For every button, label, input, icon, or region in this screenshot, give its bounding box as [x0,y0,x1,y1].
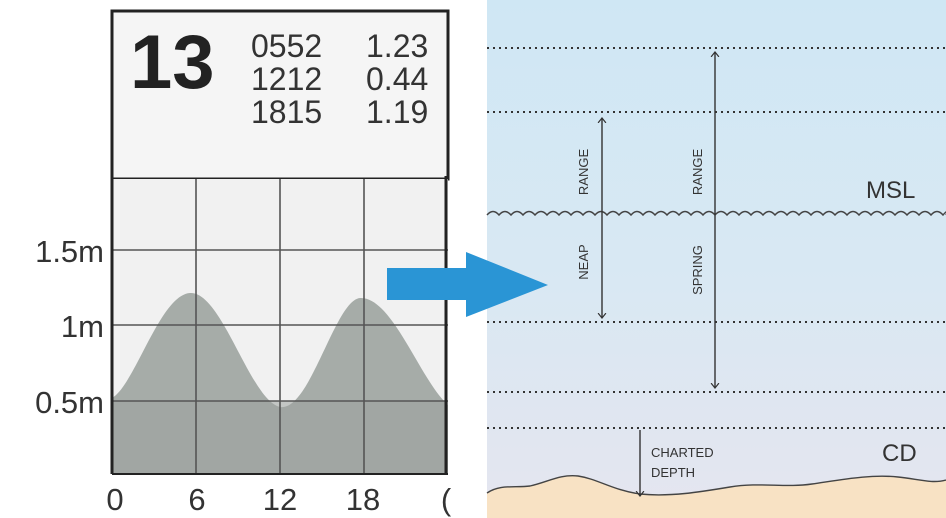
y-tick-label: 1m [61,309,104,344]
msl-label: MSL [866,177,915,204]
neap-range-label-upper: RANGE [576,149,591,196]
right-arrow-icon [387,252,548,317]
msl-wave-line [486,210,946,217]
seabed-outline [486,474,946,496]
spring-range-label-upper: RANGE [690,149,705,196]
neap-range-label-lower: NEAP [576,244,591,279]
spring-range-label-lower: SPRING [690,245,705,295]
cd-label: CD [882,440,917,467]
x-tick-label: ( [441,482,452,517]
tide-levels-panel: RANGE NEAP RANGE SPRING MSL CD CHARTED D… [486,0,946,518]
tide-height-1: 1.23 [366,28,428,64]
tide-table-panel: 13 0552 1.23 1212 0.44 1815 1.19 [110,9,450,181]
y-tick-label: 1.5m [35,234,104,269]
tide-time-1: 0552 [251,28,322,64]
tide-curve-chart: 1.5m 1m 0.5m 0 6 12 18 ( [35,176,452,517]
tide-height-3: 1.19 [366,94,428,130]
tide-time-2: 1212 [251,61,322,97]
x-tick-label: 0 [106,482,123,517]
water-column [487,0,946,518]
charted-depth-label-1: CHARTED [651,445,714,460]
seabed [487,475,946,518]
charted-depth-label-2: DEPTH [651,465,695,480]
tide-table-box [110,9,450,181]
tide-time-3: 1815 [251,94,322,130]
tide-chart-grid [112,179,448,474]
tide-day-number: 13 [130,20,215,105]
y-tick-label: 0.5m [35,385,104,420]
tide-height-2: 0.44 [366,61,428,97]
x-tick-label: 12 [263,482,297,517]
x-tick-label: 18 [346,482,380,517]
x-tick-label: 6 [188,482,205,517]
